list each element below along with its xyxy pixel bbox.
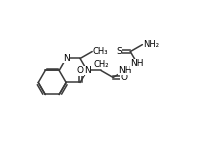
Text: NH₂: NH₂ bbox=[143, 40, 159, 49]
Text: CH₃: CH₃ bbox=[93, 47, 108, 56]
Text: N: N bbox=[84, 66, 91, 75]
Text: CH₂: CH₂ bbox=[93, 60, 109, 69]
Text: S: S bbox=[116, 47, 122, 56]
Text: O: O bbox=[121, 73, 128, 82]
Text: NH: NH bbox=[131, 59, 144, 68]
Text: N: N bbox=[63, 54, 69, 63]
Text: O: O bbox=[77, 66, 83, 75]
Text: NH: NH bbox=[118, 66, 132, 75]
